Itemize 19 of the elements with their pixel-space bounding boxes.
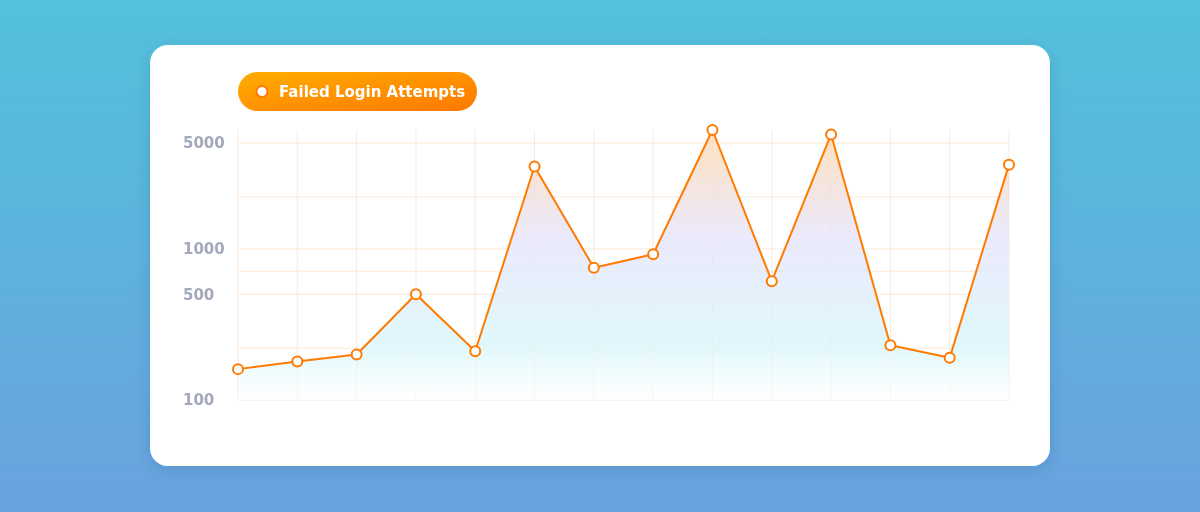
y-tick-label: 100 <box>183 391 215 410</box>
point <box>1003 158 1015 171</box>
point <box>232 363 244 376</box>
point <box>469 345 482 358</box>
point <box>706 124 719 136</box>
point <box>825 128 838 141</box>
y-tick-label: 5000 <box>183 134 225 153</box>
point <box>291 355 304 368</box>
point <box>350 348 363 361</box>
y-tick-label: 1000 <box>183 240 225 259</box>
legend-label: Failed Login Attempts <box>279 82 466 101</box>
point <box>528 160 541 173</box>
point <box>409 288 422 301</box>
point <box>765 275 778 288</box>
point <box>647 248 660 261</box>
point <box>587 261 600 274</box>
y-tick-label: 500 <box>183 285 215 304</box>
point <box>884 339 897 352</box>
point <box>943 351 956 364</box>
